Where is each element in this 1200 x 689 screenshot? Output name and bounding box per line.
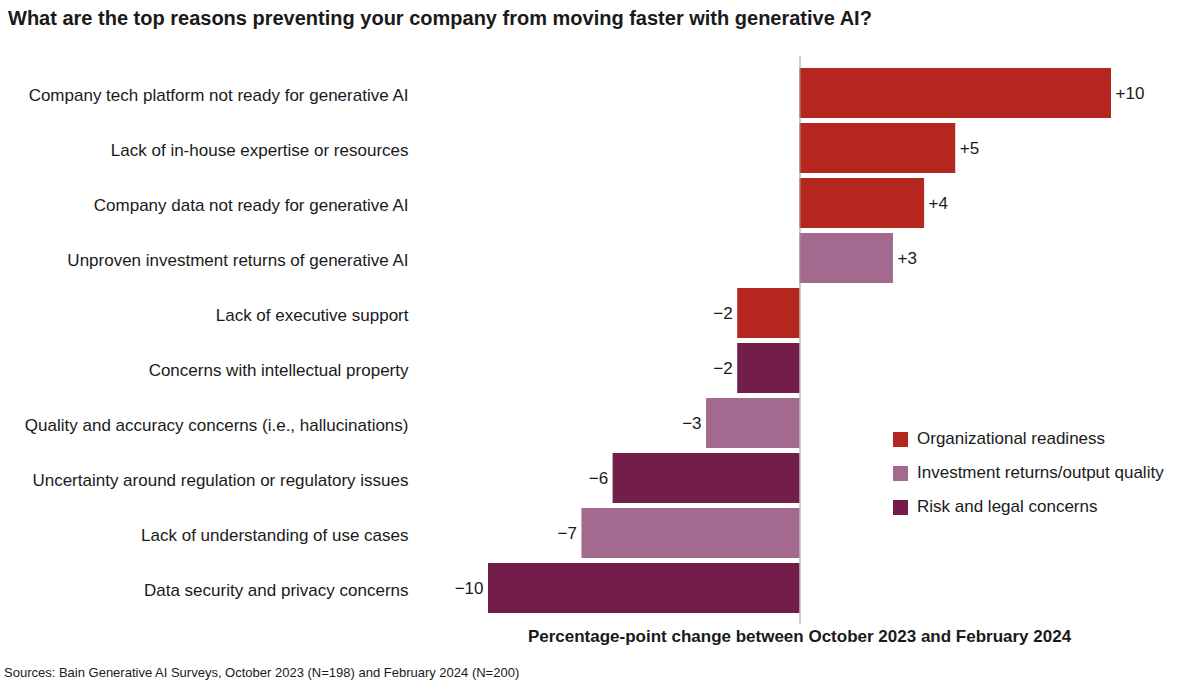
svg-text:Data security and privacy conc: Data security and privacy concerns [144,581,409,600]
svg-text:−2: −2 [713,304,732,323]
html-text:Risk and legal concerns: Risk and legal concerns [917,497,1098,516]
svg-text:−10: −10 [455,579,484,598]
html-text:Investment returns/output qual: Investment returns/output quality [917,463,1164,482]
svg-text:Company tech platform not read: Company tech platform not ready for gene… [29,86,409,105]
svg-text:Uncertainty around regulation: Uncertainty around regulation or regulat… [32,471,408,490]
html-text:Percentage-point change betwee: Percentage-point change between October … [527,627,1072,646]
html-text:Sources: Bain Generative AI Su: Sources: Bain Generative AI Surveys, Oct… [4,665,520,680]
svg-text:−2: −2 [713,359,732,378]
html-text:Organizational readiness: Organizational readiness [917,429,1106,448]
html-text:What are the top reasons preve: What are the top reasons preventing your… [8,7,872,29]
svg-text:Concerns with intellectual pro: Concerns with intellectual property [149,361,409,380]
svg-text:Quality and accuracy concerns: Quality and accuracy concerns (i.e., hal… [25,416,409,435]
svg-text:Unproven investment returns of: Unproven investment returns of generativ… [67,251,408,270]
svg-text:−7: −7 [558,524,577,543]
svg-text:Lack of understanding of use c: Lack of understanding of use cases [141,526,408,545]
svg-text:−6: −6 [589,469,608,488]
svg-text:+3: +3 [897,249,916,268]
svg-text:Company data not ready for gen: Company data not ready for generative AI [94,196,409,215]
svg-text:−3: −3 [682,414,701,433]
svg-text:+10: +10 [1116,84,1145,103]
svg-text:Lack of executive support: Lack of executive support [216,306,409,325]
svg-text:+4: +4 [929,194,948,213]
svg-text:+5: +5 [960,139,979,158]
svg-text:Lack of in-house expertise or: Lack of in-house expertise or resources [111,141,409,160]
